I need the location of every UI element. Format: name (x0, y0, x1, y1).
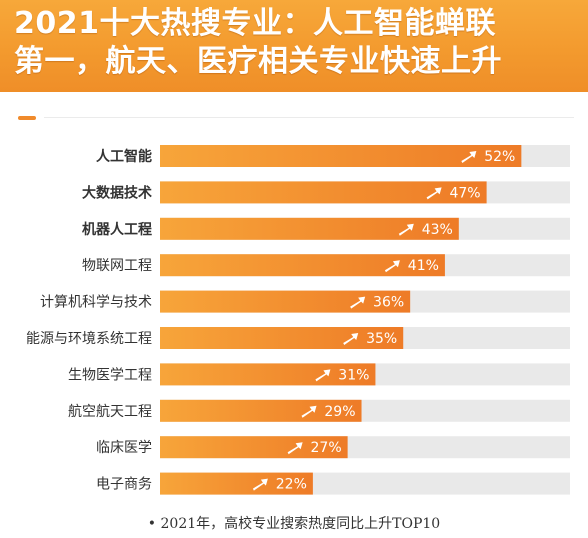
value-label: 22% (276, 477, 307, 493)
category-label: 航空航天工程 (68, 404, 152, 420)
value-label: 36% (373, 295, 404, 311)
header-title-line-1: 2021十大热搜专业：人工智能蝉联 (14, 6, 496, 41)
trend-up-icon (426, 187, 442, 200)
bar (160, 436, 348, 459)
bar (160, 399, 362, 422)
trend-up-icon (350, 296, 366, 309)
bar (160, 145, 522, 167)
bar (160, 327, 404, 349)
bar (160, 472, 313, 495)
trend-up-icon (461, 151, 477, 163)
value-label: 52% (484, 149, 515, 165)
trend-up-icon (384, 260, 400, 273)
value-label: 31% (338, 367, 369, 383)
bar (160, 363, 376, 386)
chart-header: 2021十大热搜专业：人工智能蝉联 第一，航天、医疗相关专业快速上升 (0, 0, 588, 92)
trend-up-icon (252, 478, 268, 491)
value-label: 35% (366, 331, 397, 347)
category-label: 物联网工程 (82, 258, 152, 274)
header-divider (44, 117, 574, 118)
category-label: 生物医学工程 (68, 367, 152, 383)
bar (160, 181, 487, 204)
trend-up-icon (287, 442, 303, 455)
value-label: 47% (449, 185, 480, 201)
trend-up-icon (301, 405, 317, 418)
category-label: 人工智能 (96, 148, 152, 165)
category-label: 机器人工程 (82, 221, 152, 238)
category-label: 电子商务 (96, 477, 152, 493)
trend-up-icon (343, 333, 359, 345)
bar (160, 254, 445, 277)
chart-footnote: • 2021年，高校专业搜索热度同比上升TOP10 (147, 516, 441, 532)
header-title-line-2: 第一，航天、医疗相关专业快速上升 (14, 44, 502, 79)
category-label: 大数据技术 (82, 184, 152, 201)
value-label: 29% (324, 404, 355, 420)
trend-up-icon (315, 369, 331, 382)
bar (160, 217, 459, 240)
value-label: 43% (422, 222, 453, 238)
category-label: 计算机科学与技术 (40, 295, 152, 311)
category-label: 能源与环境系统工程 (26, 331, 152, 347)
bar (160, 290, 411, 313)
accent-dash (18, 116, 36, 120)
trend-up-icon (398, 223, 414, 236)
value-label: 41% (408, 258, 439, 274)
value-label: 27% (311, 440, 342, 456)
category-label: 临床医学 (96, 440, 152, 456)
